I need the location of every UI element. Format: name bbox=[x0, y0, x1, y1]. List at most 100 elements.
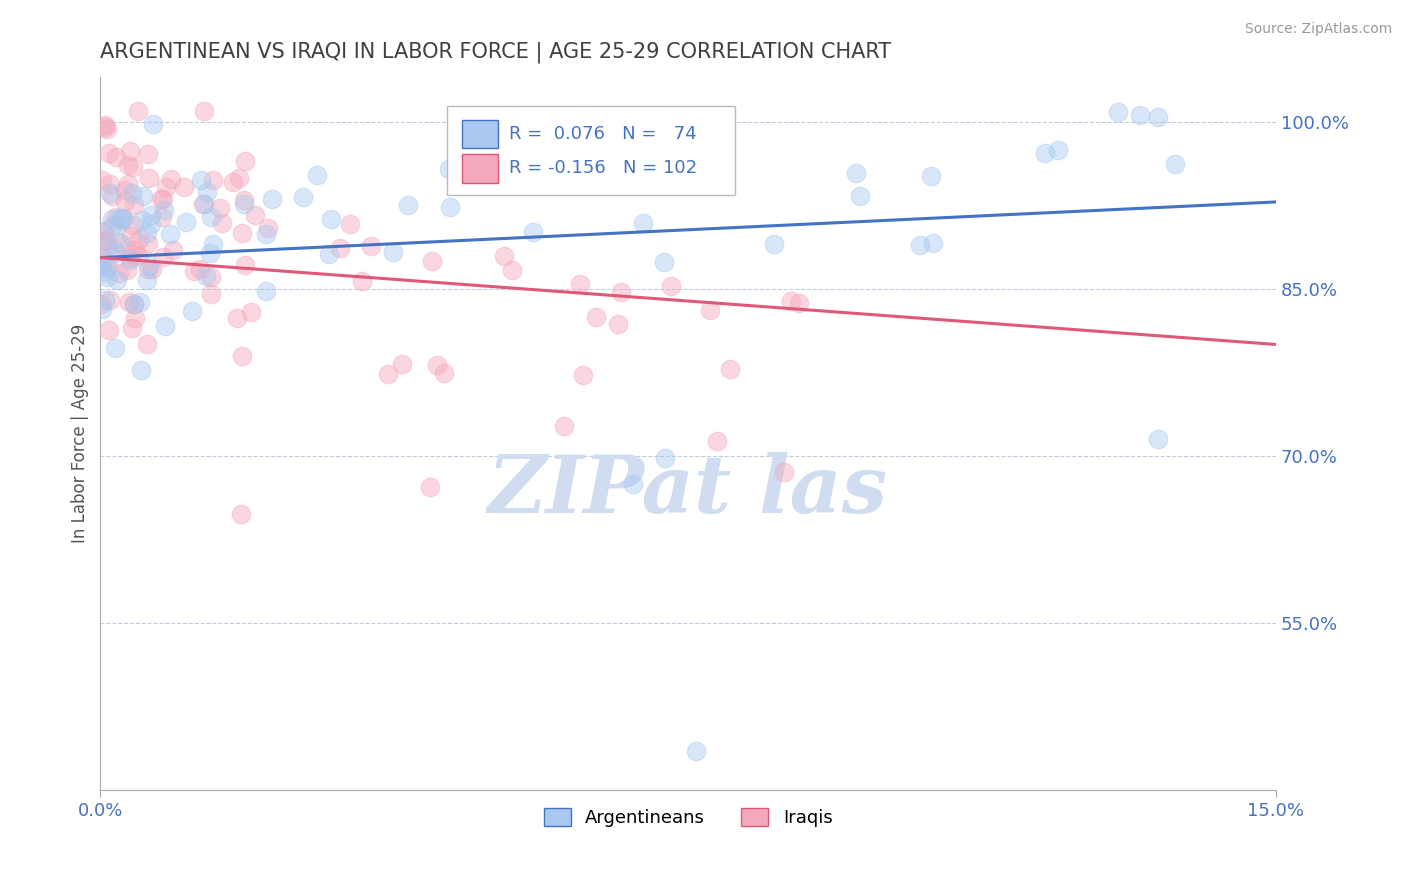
Point bbox=[124, 297, 146, 311]
Y-axis label: In Labor Force | Age 25-29: In Labor Force | Age 25-29 bbox=[72, 324, 89, 543]
Point bbox=[654, 451, 676, 466]
Point bbox=[254, 284, 277, 298]
Point bbox=[921, 236, 943, 251]
Point bbox=[659, 278, 682, 293]
Point bbox=[200, 210, 222, 224]
Point bbox=[98, 322, 121, 336]
Point bbox=[138, 235, 160, 250]
Point bbox=[153, 202, 176, 217]
Point bbox=[1164, 157, 1187, 171]
Point bbox=[420, 253, 443, 268]
Point bbox=[120, 144, 142, 158]
Point bbox=[201, 172, 224, 186]
Text: Source: ZipAtlas.com: Source: ZipAtlas.com bbox=[1244, 22, 1392, 37]
Point bbox=[94, 293, 117, 308]
Point bbox=[105, 273, 128, 287]
Point bbox=[127, 249, 149, 263]
Point bbox=[90, 260, 112, 275]
Point bbox=[426, 359, 449, 373]
Point bbox=[124, 310, 146, 325]
Point bbox=[439, 200, 461, 214]
Point bbox=[94, 120, 117, 134]
Point bbox=[231, 226, 253, 240]
Point bbox=[94, 119, 117, 133]
Point bbox=[138, 261, 160, 276]
Point bbox=[96, 240, 118, 254]
Point bbox=[194, 268, 217, 283]
Point bbox=[141, 261, 163, 276]
Point bbox=[787, 296, 810, 310]
Point bbox=[350, 274, 373, 288]
FancyBboxPatch shape bbox=[447, 106, 735, 194]
Text: ARGENTINEAN VS IRAQI IN LABOR FORCE | AGE 25-29 CORRELATION CHART: ARGENTINEAN VS IRAQI IN LABOR FORCE | AG… bbox=[100, 42, 891, 63]
Point bbox=[173, 180, 195, 194]
Point bbox=[114, 182, 136, 196]
Point bbox=[631, 216, 654, 230]
Point bbox=[553, 419, 575, 434]
Point bbox=[1129, 108, 1152, 122]
Point bbox=[849, 189, 872, 203]
Point bbox=[292, 190, 315, 204]
Point bbox=[98, 177, 121, 191]
Point bbox=[96, 260, 118, 275]
Point bbox=[699, 302, 721, 317]
Point bbox=[232, 197, 254, 211]
Text: ZIPat las: ZIPat las bbox=[488, 452, 889, 529]
Bar bbox=[463, 154, 498, 183]
Point bbox=[396, 198, 419, 212]
Point bbox=[100, 189, 122, 203]
Point bbox=[200, 269, 222, 284]
Point bbox=[243, 208, 266, 222]
Point bbox=[155, 180, 177, 194]
Point bbox=[190, 173, 212, 187]
Point bbox=[762, 237, 785, 252]
Point bbox=[208, 201, 231, 215]
Point bbox=[122, 297, 145, 311]
Point bbox=[360, 239, 382, 253]
Point bbox=[522, 225, 544, 239]
Point bbox=[232, 194, 254, 208]
Point bbox=[152, 193, 174, 207]
Point bbox=[121, 247, 143, 261]
Point bbox=[104, 341, 127, 355]
Point bbox=[111, 212, 134, 227]
Point bbox=[193, 197, 215, 211]
Point bbox=[93, 225, 115, 239]
Point bbox=[621, 476, 644, 491]
Point bbox=[128, 294, 150, 309]
Point bbox=[221, 175, 243, 189]
Point bbox=[101, 212, 124, 227]
Point bbox=[111, 213, 134, 227]
Point bbox=[195, 185, 218, 199]
Point bbox=[98, 293, 121, 307]
Point bbox=[90, 173, 112, 187]
Point bbox=[193, 196, 215, 211]
Point bbox=[233, 258, 256, 272]
Point bbox=[152, 251, 174, 265]
Text: R =  0.076   N =   74: R = 0.076 N = 74 bbox=[509, 125, 697, 144]
Point bbox=[136, 227, 159, 241]
Point bbox=[321, 211, 343, 226]
Point bbox=[138, 170, 160, 185]
Point bbox=[101, 219, 124, 234]
Point bbox=[228, 170, 250, 185]
Point bbox=[94, 233, 117, 247]
Point bbox=[540, 173, 562, 187]
Point bbox=[122, 160, 145, 174]
Point bbox=[432, 366, 454, 380]
Point bbox=[108, 266, 131, 280]
Point bbox=[159, 227, 181, 242]
Point bbox=[339, 217, 361, 231]
Point bbox=[233, 154, 256, 169]
Point bbox=[104, 150, 127, 164]
Point bbox=[91, 302, 114, 317]
Point bbox=[910, 237, 932, 252]
Point bbox=[111, 236, 134, 251]
Text: R = -0.156   N = 102: R = -0.156 N = 102 bbox=[509, 160, 697, 178]
Point bbox=[103, 242, 125, 256]
Point bbox=[96, 122, 118, 136]
Point bbox=[91, 265, 114, 279]
Point bbox=[91, 255, 114, 269]
Point bbox=[128, 232, 150, 246]
Point bbox=[117, 158, 139, 172]
